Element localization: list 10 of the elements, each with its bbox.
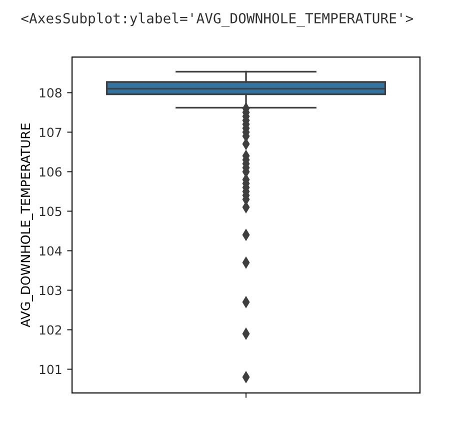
y-tick-label: 106 [40,167,62,177]
y-axis-title: AVG_DOWNHOLE_TEMPERATURE [20,124,33,328]
y-tick-label: 103 [40,286,62,296]
y-tick-label: 105 [40,206,62,216]
y-tick-label: 101 [40,364,62,374]
y-tick-label: 104 [40,246,62,256]
y-tick-label: 108 [40,88,62,98]
text: <AxesSubplot:ylabel='AVG_DOWNHOLE_TEMPERATURE'> [21,12,414,27]
y-tick-label: 107 [40,128,62,138]
y-tick-label: 102 [40,325,62,335]
